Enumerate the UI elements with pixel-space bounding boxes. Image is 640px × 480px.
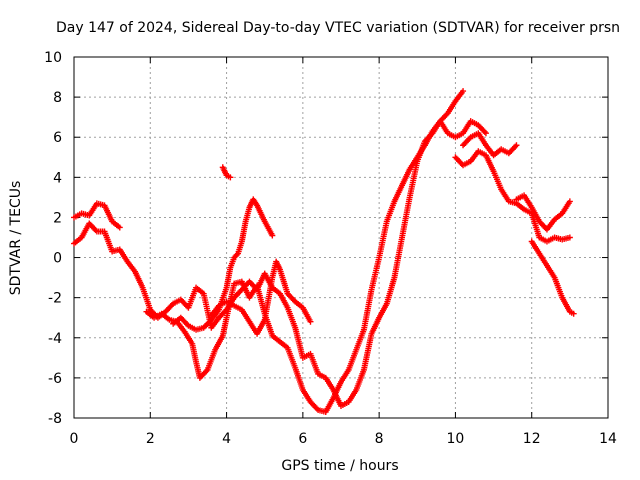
- series-track-2: [71, 118, 489, 409]
- x-tick-label: 14: [599, 431, 617, 447]
- data-point: [566, 234, 573, 241]
- data-points: [71, 88, 577, 415]
- y-tick-label: -6: [48, 371, 62, 387]
- y-tick-label: 0: [53, 251, 62, 267]
- chart-title: Day 147 of 2024, Sidereal Day-to-day VTE…: [56, 20, 620, 36]
- y-tick-label: 8: [53, 90, 62, 106]
- series-track-10: [528, 238, 577, 317]
- axis-ticks: [73, 56, 609, 419]
- data-point: [307, 318, 314, 325]
- y-tick-label: 4: [53, 170, 62, 186]
- series-track-6: [219, 164, 234, 181]
- x-tick-label: 10: [447, 431, 465, 447]
- x-tick-label: 8: [375, 431, 384, 447]
- data-point: [566, 198, 573, 205]
- grid-lines: [74, 57, 608, 418]
- data-point: [269, 232, 276, 239]
- series-track-9: [513, 192, 573, 233]
- x-tick-labels: 0 2 4 6 8 10 12 14: [70, 431, 617, 447]
- y-tick-label: 2: [53, 210, 62, 226]
- y-tick-labels: -8 -6 -4 -2 0 2 4 6 8 10: [44, 50, 62, 427]
- data-point: [460, 88, 467, 95]
- data-point: [570, 310, 577, 317]
- data-point: [513, 142, 520, 149]
- series-track-5: [208, 258, 314, 337]
- x-tick-label: 12: [523, 431, 541, 447]
- y-axis-label: SDTVAR / TECUs: [8, 181, 24, 296]
- plot-frame: [73, 56, 609, 419]
- series-track-8: [460, 130, 520, 159]
- y-tick-label: -4: [48, 331, 62, 347]
- data-point: [116, 224, 123, 231]
- series-track-7: [452, 148, 573, 245]
- data-point: [482, 130, 489, 137]
- x-tick-label: 6: [298, 431, 307, 447]
- series-track-1: [71, 200, 123, 231]
- x-tick-label: 4: [222, 431, 231, 447]
- y-tick-label: -8: [48, 411, 62, 427]
- y-tick-label: 6: [53, 130, 62, 146]
- series-track-3: [143, 88, 467, 415]
- x-tick-label: 0: [70, 431, 79, 447]
- y-tick-label: -2: [48, 291, 62, 307]
- y-tick-label: 10: [44, 50, 62, 66]
- x-axis-label: GPS time / hours: [281, 458, 398, 474]
- x-tick-label: 2: [146, 431, 155, 447]
- data-point: [227, 174, 234, 181]
